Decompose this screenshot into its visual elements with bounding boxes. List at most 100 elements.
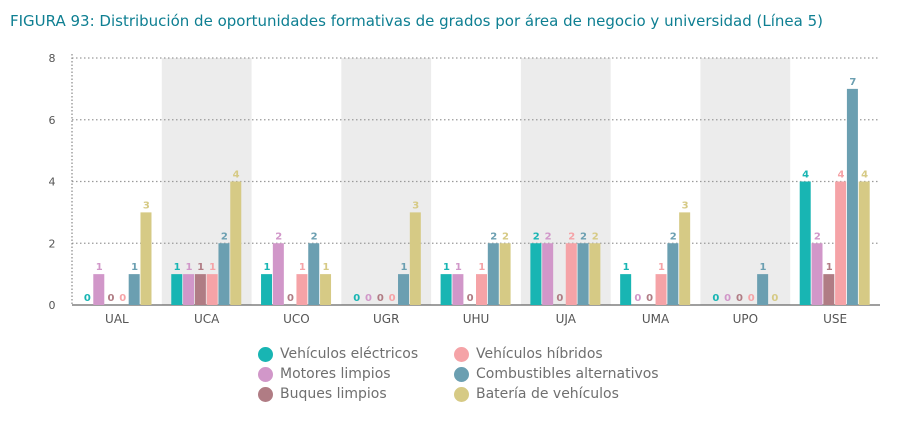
- bar: [308, 243, 320, 305]
- bar: [835, 181, 847, 305]
- data-label: 0: [287, 293, 294, 304]
- bar: [272, 243, 284, 305]
- data-label: 7: [849, 77, 856, 88]
- data-label: 1: [185, 262, 192, 273]
- data-label: 1: [263, 262, 270, 273]
- data-label: 4: [861, 170, 868, 181]
- x-tick-label: UHU: [463, 312, 490, 326]
- data-label: 0: [771, 293, 778, 304]
- data-label: 1: [322, 262, 329, 273]
- bar: [589, 243, 601, 305]
- legend-item-vehiculos-electricos: Vehículos eléctricos: [258, 346, 418, 362]
- x-tick-label: UCO: [283, 312, 310, 326]
- y-tick-label: 8: [49, 52, 56, 65]
- data-label: 1: [400, 262, 407, 273]
- bar: [452, 274, 464, 305]
- bar: [440, 274, 452, 305]
- data-label: 0: [634, 293, 641, 304]
- bar: [577, 243, 589, 305]
- legend-item-motores-limpios: Motores limpios: [258, 366, 391, 382]
- bar: [811, 243, 823, 305]
- bar: [823, 274, 835, 305]
- data-label: 0: [556, 293, 563, 304]
- data-label: 1: [131, 262, 138, 273]
- legend-label: Vehículos híbridos: [476, 346, 603, 362]
- legend-label: Buques limpios: [280, 386, 387, 402]
- x-tick-label: UAL: [105, 312, 129, 326]
- data-label: 1: [623, 262, 630, 273]
- x-tick-label: UPO: [733, 312, 758, 326]
- bar: [93, 274, 105, 305]
- data-label: 2: [533, 231, 540, 242]
- data-label: 3: [143, 200, 150, 211]
- data-label: 0: [377, 293, 384, 304]
- bar: [409, 212, 421, 305]
- legend-item-buques-limpios: Buques limpios: [258, 386, 387, 402]
- data-label: 1: [478, 262, 485, 273]
- bar: [171, 274, 183, 305]
- bar: [218, 243, 230, 305]
- bar: [487, 243, 499, 305]
- chart-title: FIGURA 93: Distribución de oportunidades…: [10, 12, 823, 30]
- data-label: 2: [311, 231, 318, 242]
- data-label: 1: [760, 262, 767, 273]
- bar: [858, 181, 870, 305]
- legend-item-vehiculos-hibridos: Vehículos híbridos: [454, 346, 603, 362]
- data-label: 0: [365, 293, 372, 304]
- y-tick-label: 4: [49, 176, 56, 189]
- bar: [320, 274, 332, 305]
- legend-swatch: [454, 366, 469, 382]
- data-label: 0: [84, 293, 91, 304]
- bar: [757, 274, 769, 305]
- data-label: 0: [119, 293, 126, 304]
- legend-item-bateria-de-vehiculos: Batería de vehículos: [454, 386, 619, 402]
- bar: [183, 274, 195, 305]
- data-label: 2: [592, 231, 599, 242]
- bar: [679, 212, 691, 305]
- data-label: 1: [96, 262, 103, 273]
- bar: [655, 274, 667, 305]
- data-label: 4: [233, 170, 240, 181]
- bar: [499, 243, 511, 305]
- data-label: 1: [197, 262, 204, 273]
- legend-swatch: [258, 386, 273, 402]
- legend-swatch: [258, 346, 273, 362]
- data-label: 0: [353, 293, 360, 304]
- data-label: 0: [389, 293, 396, 304]
- bar: [565, 243, 577, 305]
- y-tick-label: 0: [49, 299, 56, 312]
- data-label: 0: [108, 293, 115, 304]
- data-label: 1: [209, 262, 216, 273]
- x-tick-label: UJA: [556, 312, 577, 326]
- legend-swatch: [454, 346, 469, 362]
- y-tick-label: 6: [49, 114, 56, 127]
- bar: [620, 274, 632, 305]
- data-label: 4: [802, 170, 809, 181]
- data-label: 3: [412, 200, 419, 211]
- data-label: 0: [736, 293, 743, 304]
- data-label: 0: [748, 293, 755, 304]
- data-label: 2: [545, 231, 552, 242]
- data-label: 2: [221, 231, 228, 242]
- bar: [846, 88, 858, 305]
- data-label: 2: [275, 231, 282, 242]
- data-label: 0: [712, 293, 719, 304]
- data-label: 2: [490, 231, 497, 242]
- bar: [799, 181, 811, 305]
- bar: [206, 274, 218, 305]
- data-label: 1: [826, 262, 833, 273]
- data-label: 1: [455, 262, 462, 273]
- bar: [140, 212, 152, 305]
- data-label: 4: [838, 170, 845, 181]
- legend-label: Vehículos eléctricos: [280, 346, 419, 362]
- x-tick-label: UMA: [642, 312, 670, 326]
- data-label: 2: [502, 231, 509, 242]
- legend-label: Combustibles alternativos: [476, 366, 659, 382]
- data-label: 0: [467, 293, 474, 304]
- data-label: 1: [658, 262, 665, 273]
- bar: [667, 243, 679, 305]
- bar: [398, 274, 410, 305]
- legend-swatch: [258, 366, 273, 382]
- data-label: 2: [568, 231, 575, 242]
